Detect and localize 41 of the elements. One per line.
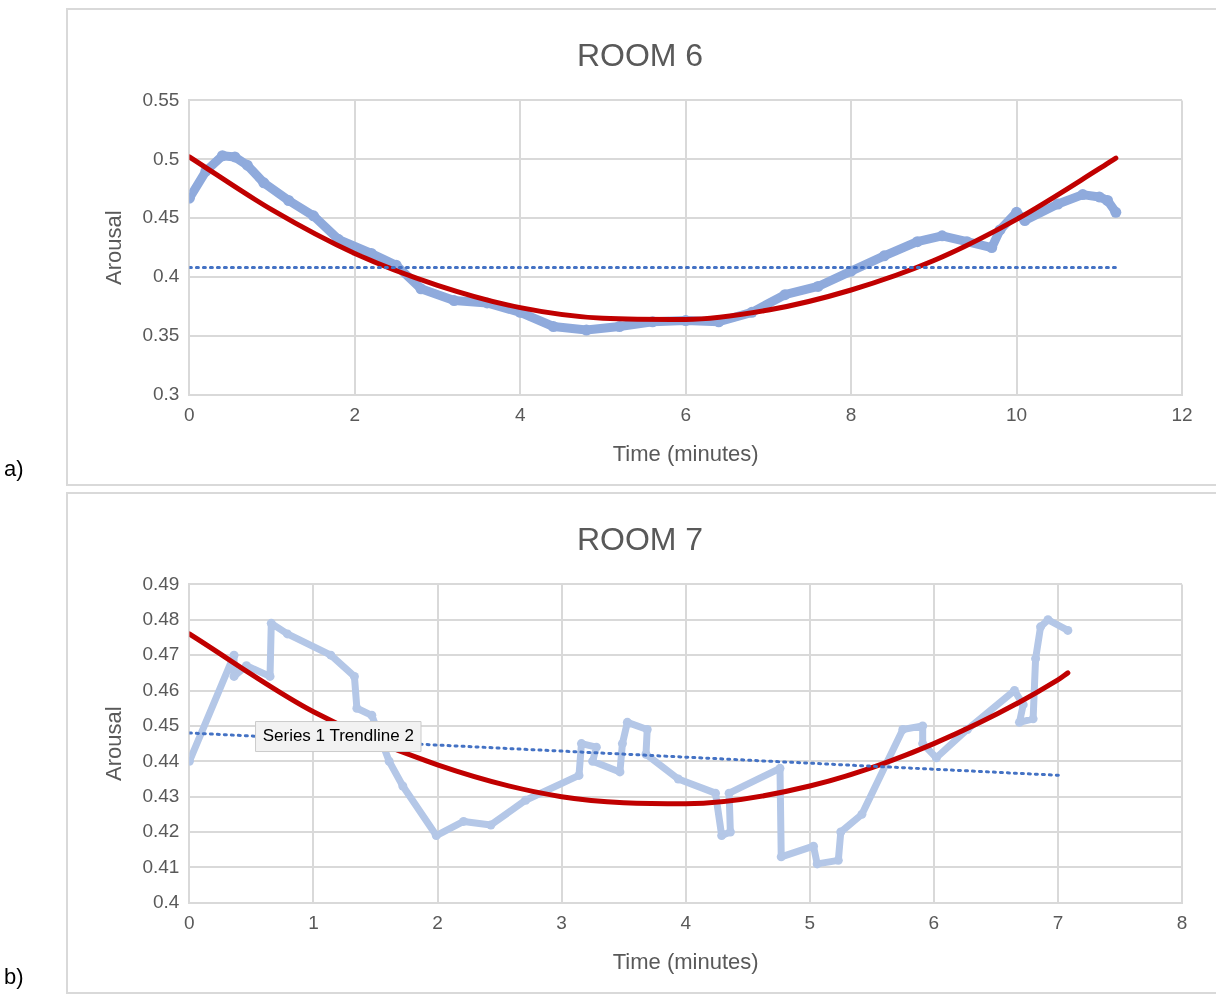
x-tick-label: 8	[845, 404, 857, 426]
y-tick-label: 0.44	[142, 749, 180, 771]
y-tick-label: 0.35	[142, 324, 180, 346]
y-tick-label: 0.49	[142, 572, 180, 594]
chart-title: ROOM 7	[576, 521, 704, 558]
x-tick-label: 12	[1171, 404, 1193, 426]
x-tick-label: 0	[184, 912, 195, 934]
y-tick-label: 0.47	[142, 643, 180, 665]
x-tick-label: 2	[432, 912, 443, 934]
annotation: Series 1 Trendline 2	[262, 726, 414, 746]
x-axis-title: Time (minutes)	[612, 440, 759, 466]
y-tick-label: 0.45	[142, 206, 180, 228]
y-tick-label: 0.3	[152, 383, 180, 405]
x-tick-label: 4	[680, 912, 692, 934]
y-tick-label: 0.41	[142, 855, 180, 877]
x-tick-label: 10	[1005, 404, 1028, 426]
x-tick-label: 8	[1176, 912, 1188, 934]
x-tick-label: 7	[1052, 912, 1064, 934]
text: a)	[4, 456, 24, 482]
x-tick-label: 6	[680, 404, 691, 426]
y-tick-label: 0.5	[152, 147, 180, 169]
x-tick-label: 1	[308, 912, 319, 934]
x-axis-title: Time (minutes)	[612, 948, 759, 974]
y-tick-label: 0.46	[142, 678, 180, 700]
chart-title: ROOM 6	[576, 37, 704, 74]
y-axis-title: Arousal	[101, 210, 127, 285]
x-tick-label: 5	[804, 912, 816, 934]
y-tick-label: 0.43	[142, 784, 180, 806]
y-axis-title: Arousal	[101, 706, 127, 781]
y-tick-label: 0.4	[152, 891, 180, 913]
x-tick-label: 3	[556, 912, 567, 934]
x-tick-label: 6	[928, 912, 940, 934]
x-tick-label: 2	[349, 404, 361, 426]
y-tick-label: 0.4	[152, 265, 180, 287]
text: b)	[4, 964, 24, 990]
y-tick-label: 0.55	[142, 88, 180, 110]
y-tick-label: 0.42	[142, 820, 180, 842]
x-tick-label: 0	[184, 404, 195, 426]
x-tick-label: 4	[514, 404, 526, 426]
y-tick-label: 0.48	[142, 608, 180, 630]
y-tick-label: 0.45	[142, 714, 180, 736]
